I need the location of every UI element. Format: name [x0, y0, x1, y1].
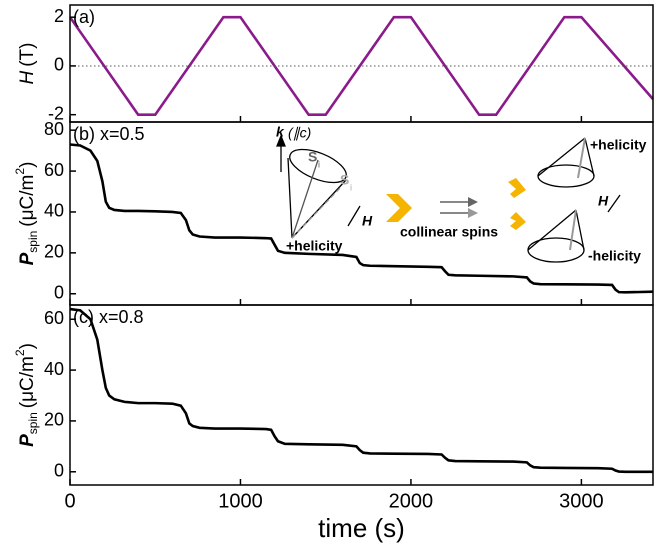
cone-edge: [584, 137, 595, 177]
frame: [69, 304, 654, 486]
y-label-part: spin: [26, 231, 40, 253]
data-line: [68, 15, 654, 116]
x-axis-label: time (s): [318, 513, 405, 543]
chevron: [386, 194, 412, 222]
panel-label: (c) x=0.8: [73, 307, 144, 327]
y-tick-label: 2: [54, 6, 64, 26]
annotation: H: [598, 193, 609, 209]
annotation: k: [276, 124, 285, 140]
x-tick-label: 2000: [389, 490, 434, 512]
inset-diagram: [276, 134, 621, 263]
arrow-head: [276, 134, 286, 147]
panel: 0 20 40 60 80 (b) x=0.5 Pspin (μC/m2): [13, 119, 654, 306]
y-tick-label: 80: [44, 119, 64, 139]
spin-arrow: [569, 209, 577, 251]
annotation: -helicity: [588, 248, 641, 264]
y-tick-label: 20: [44, 410, 64, 430]
annotation: +helicity: [590, 137, 647, 153]
y-label-part: P: [17, 252, 38, 265]
panel: 0 20 40 60 0 1000 2000 3000 (c) x=0.8 Pspin (μC/m2…: [13, 304, 654, 543]
chevron: [510, 212, 526, 230]
y-label-part: H: [17, 71, 38, 85]
annotation: S: [308, 149, 317, 165]
annotation: S: [340, 172, 349, 188]
cone-edge: [537, 137, 586, 177]
y-label-part: (μC/m: [17, 175, 38, 227]
x-tick-label: 1000: [218, 490, 263, 512]
annotation: H: [362, 213, 373, 229]
y-label-part: ): [17, 162, 38, 168]
panel-label: (a): [73, 7, 95, 27]
x-tick-label: 3000: [559, 490, 604, 512]
cone-rim: [289, 148, 347, 184]
data-line: [69, 307, 653, 474]
panel-label: (b) x=0.5: [73, 124, 145, 144]
arrow-head: [468, 197, 478, 207]
spin-arrow: [291, 185, 343, 239]
y-label-part: ): [17, 343, 38, 349]
y-label-part: 2: [13, 168, 27, 175]
y-tick-label: 0: [54, 461, 64, 481]
y-label-part: (T): [17, 43, 38, 67]
cone-rim: [527, 237, 585, 263]
y-label-part: (μC/m: [17, 356, 38, 408]
y-axis-label: H (T): [17, 43, 38, 85]
y-tick-label: 60: [44, 160, 64, 180]
x-tick-label: 0: [64, 490, 75, 512]
annotation: +helicity: [286, 238, 343, 254]
y-tick-label: -2: [48, 103, 64, 123]
cone-edge: [291, 179, 347, 239]
h-arrow: [347, 205, 361, 227]
data-line: [69, 143, 654, 294]
y-label-part: 2: [13, 349, 27, 356]
y-tick-label: 40: [44, 201, 64, 221]
annotation: collinear spins: [400, 224, 498, 240]
annotation: (∥c): [288, 125, 311, 141]
y-tick-label: 40: [44, 359, 64, 379]
cone-rim: [537, 164, 595, 188]
y-tick-label: 20: [44, 242, 64, 262]
spin-arrow: [577, 137, 586, 179]
y-label-part: spin: [26, 412, 40, 434]
h-arrow: [607, 194, 621, 213]
chevron: [508, 178, 526, 198]
cone-edge: [527, 209, 577, 251]
y-axis-label: Pspin (μC/m2): [13, 162, 40, 266]
y-tick-label: 60: [44, 308, 64, 328]
y-label-part: P: [17, 434, 38, 447]
y-tick-label: 0: [54, 55, 64, 75]
cone-edge: [575, 209, 585, 251]
panel: -2 0 2 (a) H (T): [17, 4, 654, 123]
y-tick-label: 0: [54, 283, 64, 303]
annotation: i: [350, 182, 352, 192]
cone-edge: [287, 157, 293, 239]
annotation: i: [318, 159, 320, 169]
arrow-head: [468, 208, 478, 218]
y-axis-label: Pspin (μC/m2): [13, 343, 40, 447]
spin-arrow: [291, 159, 319, 239]
